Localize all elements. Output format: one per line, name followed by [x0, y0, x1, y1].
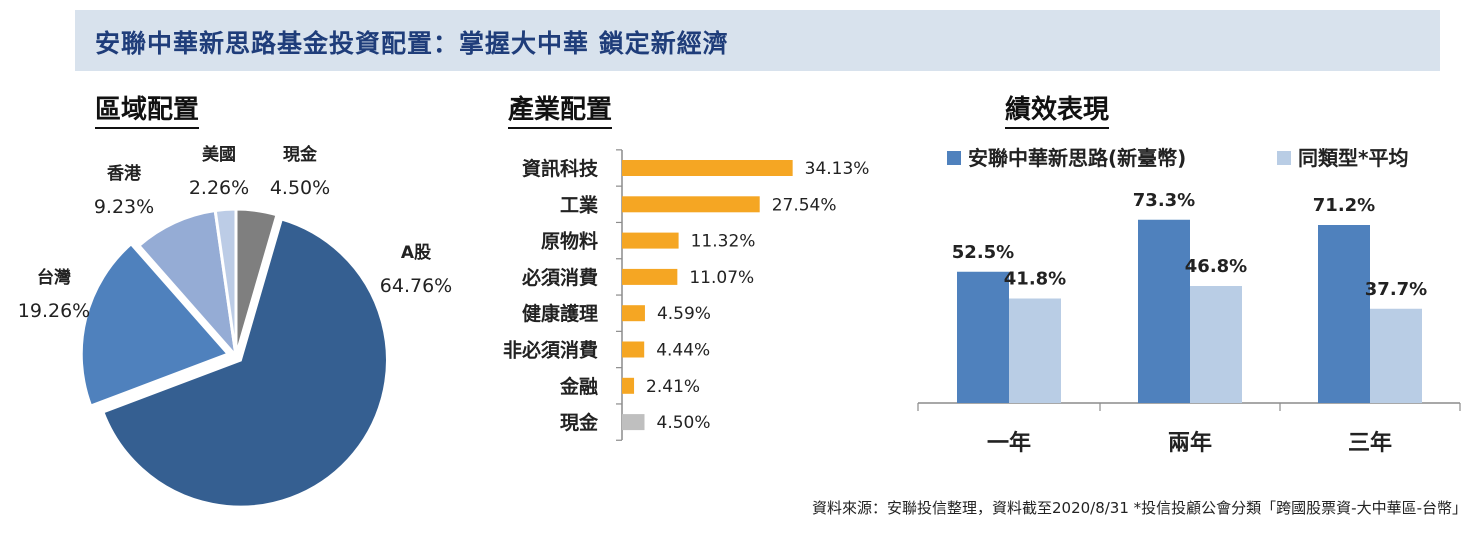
industry-bar	[622, 305, 645, 322]
industry-bar	[622, 341, 645, 358]
peer-value-label: 37.7%	[1365, 279, 1427, 300]
industry-bar	[622, 268, 678, 285]
pie-slice-taiwan	[79, 241, 231, 408]
title-banner: 安聯中華新思路基金投資配置：掌握大中華 鎖定新經濟	[75, 10, 1440, 71]
industry-category-label: 原物料	[541, 230, 598, 253]
industry-category-label: 金融	[559, 375, 598, 398]
industry-value-label: 34.13%	[805, 159, 870, 179]
peer-value-label: 46.8%	[1185, 256, 1247, 277]
period-label: 三年	[1348, 430, 1392, 456]
industry-category-label: 必須消費	[521, 266, 598, 289]
pie-slice-hongkong	[136, 208, 239, 361]
industry-bar	[622, 232, 679, 249]
industry-category-label: 資訊科技	[522, 157, 599, 180]
performance-title: 績效表現	[1005, 89, 1110, 129]
pie-value-usa: 2.26%	[189, 177, 249, 199]
industry-category-label: 現金	[560, 411, 599, 434]
source-footnote: 資料來源：安聯投信整理，資料截至2020/8/31 *投信投顧公會分類「跨國股票…	[811, 499, 1467, 517]
fund-bar	[957, 271, 1009, 403]
industry-bar	[622, 160, 793, 176]
industry-value-label: 4.59%	[657, 304, 711, 324]
industry-value-label: 27.54%	[772, 195, 837, 215]
legend-label: 安聯中華新思路(新臺幣)	[968, 146, 1186, 170]
fund-bar	[1318, 225, 1370, 403]
industry-category-label: 工業	[560, 193, 599, 216]
industry-value-label: 11.32%	[691, 232, 756, 252]
pie-label-a-share: A股	[401, 243, 431, 263]
pie-label-cash: 現金	[283, 144, 318, 165]
peer-value-label: 41.8%	[1004, 269, 1066, 290]
industry-category-label: 健康護理	[522, 302, 598, 325]
industry-category-label: 非必須消費	[503, 339, 598, 362]
industry-value-label: 4.44%	[656, 341, 710, 361]
industry-value-label: 4.50%	[657, 413, 711, 433]
fund-value-label: 73.3%	[1133, 190, 1195, 211]
pie-label-taiwan: 台灣	[37, 267, 71, 288]
pie-value-hongkong: 9.23%	[94, 196, 154, 218]
fund-value-label: 71.2%	[1313, 195, 1375, 216]
pie-label-usa: 美國	[202, 144, 236, 165]
pie-value-a-share: 64.76%	[380, 275, 452, 297]
industry-bar	[622, 196, 760, 213]
peer-bar	[1190, 286, 1242, 403]
pie-label-hongkong: 香港	[107, 163, 142, 184]
pie-value-cash: 4.50%	[270, 177, 330, 199]
industry-bar	[622, 377, 635, 394]
period-label: 兩年	[1168, 430, 1212, 456]
fund-value-label: 52.5%	[952, 242, 1014, 263]
region-allocation-title: 區域配置	[95, 89, 200, 129]
pie-slice-a-share	[100, 217, 389, 509]
legend-swatch	[947, 151, 961, 165]
pie-slice-usa	[213, 207, 238, 357]
page-title: 安聯中華新思路基金投資配置：掌握大中華 鎖定新經濟	[95, 29, 729, 58]
fund-bar	[1138, 219, 1190, 403]
industry-value-label: 11.07%	[689, 268, 754, 288]
peer-bar	[1370, 308, 1422, 403]
pie-value-taiwan: 19.26%	[18, 300, 90, 322]
legend-label: 同類型*平均	[1298, 146, 1408, 170]
peer-bar	[1009, 298, 1061, 403]
industry-allocation-title: 產業配置	[508, 89, 613, 129]
period-label: 一年	[987, 430, 1031, 456]
industry-bar	[622, 414, 645, 431]
legend-swatch	[1277, 151, 1291, 165]
industry-value-label: 2.41%	[646, 377, 700, 397]
